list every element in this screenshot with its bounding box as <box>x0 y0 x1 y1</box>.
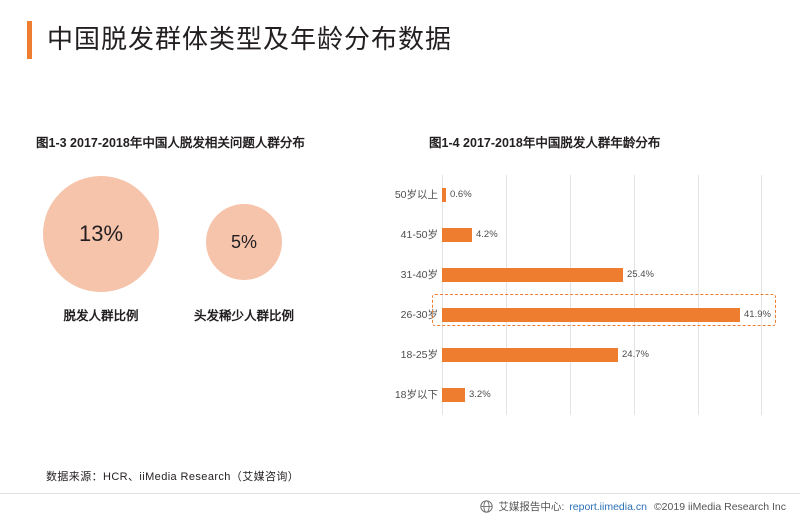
bar-value-3: 41.9% <box>744 309 771 320</box>
gridline-3 <box>634 175 635 415</box>
left-chart-subtitle: 图1-3 2017-2018年中国人脱发相关问题人群分布 <box>36 136 305 150</box>
bar-2 <box>442 268 623 282</box>
bar-row-0: 0.6% <box>442 175 762 215</box>
bar-value-4: 24.7% <box>622 349 649 360</box>
bar-0 <box>442 188 446 202</box>
plot-area: 0.6% 4.2% 25.4% 41.9% 24.7% <box>442 175 771 415</box>
bar-row-3: 41.9% <box>442 295 771 335</box>
age-distribution-bar-chart: 50岁以上 41-50岁 31-40岁 26-30岁 18-25岁 18岁以下 … <box>360 175 800 435</box>
category-axis-labels: 50岁以上 41-50岁 31-40岁 26-30岁 18-25岁 18岁以下 <box>360 175 438 415</box>
gridline-1 <box>506 175 507 415</box>
category-label-0: 50岁以上 <box>394 189 438 201</box>
source-note: 数据来源：HCR、iiMedia Research（艾媒咨询） <box>46 471 300 483</box>
bar-value-2: 25.4% <box>627 269 654 280</box>
page-title: 中国脱发群体类型及年龄分布数据 <box>47 24 453 54</box>
bar-4 <box>442 348 618 362</box>
page-header: 中国脱发群体类型及年龄分布数据 <box>0 18 800 64</box>
bar-row-4: 24.7% <box>442 335 762 375</box>
bubble-chart: 13% 5% 脱发人群比例 头发稀少人群比例 <box>30 170 350 360</box>
bubble-thin-hair-label: 头发稀少人群比例 <box>193 309 294 323</box>
header-accent-bar <box>27 21 32 59</box>
footer-bar: 艾媒报告中心: report.iimedia.cn ©2019 iiMedia … <box>0 493 800 520</box>
gridline-5 <box>761 175 762 415</box>
bar-value-0: 0.6% <box>450 189 472 200</box>
gridline-2 <box>570 175 571 415</box>
globe-icon <box>480 500 494 513</box>
footer-copyright: ©2019 iiMedia Research Inc <box>653 500 786 513</box>
bar-5 <box>442 388 465 402</box>
bar-row-1: 4.2% <box>442 215 762 255</box>
bubble-hair-loss-label: 脱发人群比例 <box>63 309 139 323</box>
category-label-4: 18-25岁 <box>400 349 438 361</box>
footer-url[interactable]: report.iimedia.cn <box>569 500 647 513</box>
bar-value-5: 3.2% <box>469 389 491 400</box>
bar-3 <box>442 308 740 322</box>
bubble-thin-hair-value: 5% <box>230 231 257 252</box>
gridline-4 <box>698 175 699 415</box>
right-chart-subtitle: 图1-4 2017-2018年中国脱发人群年龄分布 <box>429 136 661 150</box>
bar-value-1: 4.2% <box>476 229 498 240</box>
bar-row-2: 25.4% <box>442 255 762 295</box>
gridline-0 <box>442 175 443 415</box>
category-label-1: 41-50岁 <box>400 229 438 241</box>
category-label-3: 26-30岁 <box>400 309 438 321</box>
footer-content: 艾媒报告中心: report.iimedia.cn ©2019 iiMedia … <box>480 499 786 514</box>
bar-row-5: 3.2% <box>442 375 762 415</box>
bubble-thin-hair: 5% <box>206 204 282 280</box>
highlight-box-26-30 <box>432 294 776 326</box>
bar-1 <box>442 228 472 242</box>
footer-brand: 艾媒报告中心: <box>498 501 565 513</box>
category-label-5: 18岁以下 <box>394 389 438 401</box>
bubble-hair-loss-value: 13% <box>78 221 124 246</box>
category-label-2: 31-40岁 <box>400 269 438 281</box>
bubble-hair-loss: 13% <box>43 176 159 292</box>
